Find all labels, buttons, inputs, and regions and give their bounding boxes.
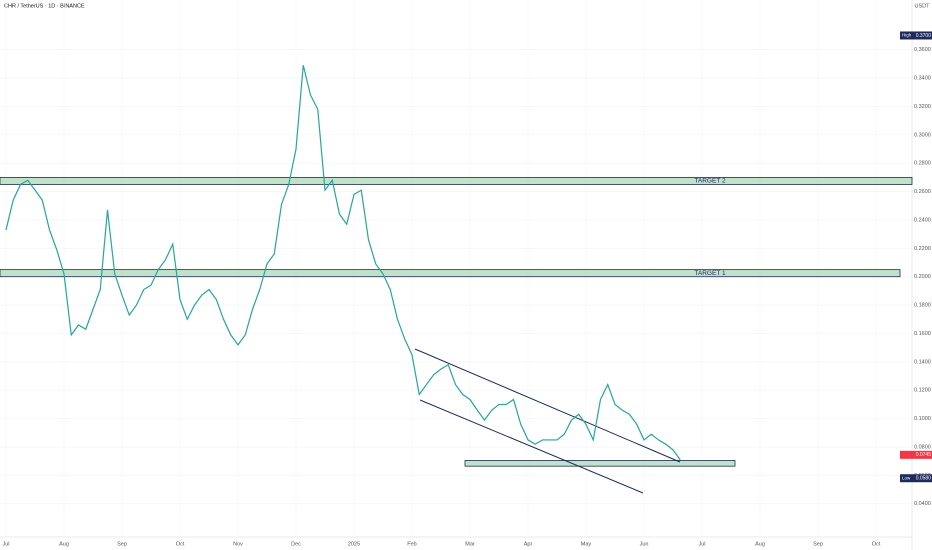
x-tick-label: Sep bbox=[117, 541, 127, 547]
zone bbox=[0, 269, 901, 278]
y-tick-label: 0.2400 bbox=[914, 217, 931, 223]
badge-value: 0.0580 bbox=[916, 476, 932, 482]
x-tick-label: Jun bbox=[640, 541, 649, 547]
price-line bbox=[5, 65, 681, 461]
unit-label: USDT bbox=[915, 3, 931, 9]
badge-value: 0.3700 bbox=[916, 33, 932, 39]
y-tick-label: 0.3200 bbox=[914, 104, 931, 110]
y-tick-label: 0.1000 bbox=[914, 416, 931, 422]
chart-title: CHR / TetherUS · 1D · BINANCE bbox=[4, 3, 85, 9]
x-tick-label: Aug bbox=[755, 541, 765, 547]
y-tick-label: 0.1800 bbox=[914, 303, 931, 309]
price-badge bbox=[900, 31, 932, 40]
badge-name: Low bbox=[902, 475, 911, 480]
zone-label: TARGET 2 bbox=[694, 178, 726, 185]
y-tick-label: 0.2800 bbox=[914, 161, 931, 167]
x-tick-label: Feb bbox=[407, 541, 416, 547]
y-tick-label: 0.1600 bbox=[914, 331, 931, 337]
x-tick-label: Jul bbox=[2, 541, 9, 547]
channel-lower bbox=[419, 399, 644, 494]
y-tick-label: 0.3400 bbox=[914, 76, 931, 82]
y-tick-label: 0.2600 bbox=[914, 189, 931, 195]
y-tick-label: 0.1400 bbox=[914, 359, 931, 365]
x-tick-label: Mar bbox=[465, 541, 475, 547]
zone-label: TARGET 1 bbox=[694, 270, 726, 277]
price-badge bbox=[900, 474, 932, 483]
x-tick-label: Oct bbox=[872, 541, 881, 547]
y-tick-label: 0.3000 bbox=[914, 132, 931, 138]
badge-name: High bbox=[902, 33, 912, 38]
y-tick-label: 0.0800 bbox=[914, 444, 931, 450]
x-tick-label: 2025 bbox=[348, 541, 360, 547]
y-tick-label: 0.1200 bbox=[914, 388, 931, 394]
badge-value: 0.0745 bbox=[916, 452, 932, 458]
zone bbox=[464, 460, 736, 467]
x-tick-label: Apr bbox=[524, 541, 533, 547]
y-tick-label: 0.0400 bbox=[914, 501, 931, 507]
x-tick-label: May bbox=[581, 541, 592, 547]
x-tick-label: Aug bbox=[59, 541, 69, 547]
x-tick-label: Sep bbox=[813, 541, 823, 547]
x-tick-label: Nov bbox=[233, 541, 243, 547]
x-tick-label: Oct bbox=[176, 541, 185, 547]
x-tick-label: Dec bbox=[291, 541, 301, 547]
y-tick-label: 0.3600 bbox=[914, 47, 931, 53]
y-tick-label: 0.2000 bbox=[914, 274, 931, 280]
price-badge bbox=[900, 450, 932, 459]
x-tick-label: Jul bbox=[698, 541, 705, 547]
zone bbox=[0, 176, 913, 185]
channel-upper bbox=[414, 348, 681, 463]
y-tick-label: 0.2200 bbox=[914, 246, 931, 252]
